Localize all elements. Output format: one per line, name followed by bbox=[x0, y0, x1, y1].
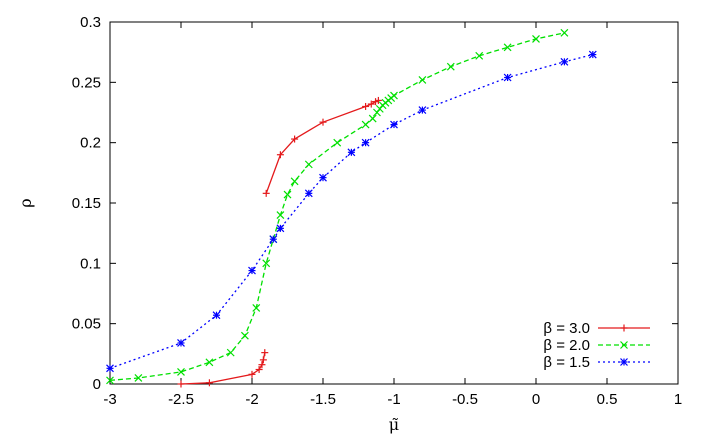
data-point bbox=[106, 364, 114, 373]
data-point bbox=[362, 102, 370, 110]
x-axis-label: μ̃ bbox=[389, 415, 399, 434]
data-point bbox=[205, 379, 213, 387]
data-point bbox=[390, 91, 398, 100]
data-point bbox=[290, 177, 299, 186]
data-point bbox=[261, 349, 269, 357]
data-point bbox=[248, 266, 256, 275]
series-layer bbox=[106, 28, 597, 388]
data-point bbox=[304, 160, 313, 169]
data-point bbox=[134, 374, 143, 382]
data-point bbox=[262, 259, 271, 268]
data-point bbox=[276, 224, 285, 233]
y-tick-label: 0.2 bbox=[80, 135, 101, 152]
x-tick-label: -2.5 bbox=[168, 391, 194, 408]
data-point bbox=[177, 368, 185, 376]
y-tick-label: 0.05 bbox=[72, 316, 101, 333]
series-line bbox=[265, 99, 379, 194]
data-point bbox=[361, 138, 370, 147]
data-point bbox=[347, 148, 356, 157]
legend: β = 3.0β = 2.0β = 1.5 bbox=[543, 320, 650, 371]
series-1 bbox=[177, 96, 382, 388]
series-line bbox=[109, 53, 593, 369]
data-point bbox=[276, 211, 285, 219]
y-tick-label: 0.15 bbox=[72, 195, 101, 212]
x-tick-label: -1 bbox=[387, 391, 400, 408]
data-point bbox=[418, 75, 427, 84]
data-point bbox=[560, 57, 569, 66]
data-point bbox=[226, 348, 235, 357]
data-point bbox=[374, 96, 382, 104]
data-point bbox=[291, 135, 299, 143]
data-point bbox=[418, 106, 427, 115]
data-point bbox=[560, 28, 569, 37]
x-tick-label: 0.5 bbox=[597, 391, 618, 408]
data-point bbox=[333, 138, 342, 147]
data-point bbox=[503, 43, 512, 52]
data-point bbox=[252, 304, 261, 312]
data-point bbox=[319, 118, 327, 126]
x-tick-label: -1.5 bbox=[310, 391, 336, 408]
data-point bbox=[475, 51, 484, 60]
data-point bbox=[620, 341, 628, 349]
data-point bbox=[177, 339, 185, 347]
data-point bbox=[304, 189, 313, 198]
data-point bbox=[106, 376, 114, 385]
data-point bbox=[255, 366, 263, 374]
data-point bbox=[446, 62, 455, 71]
x-tick-label: -2 bbox=[245, 391, 258, 408]
series-2 bbox=[106, 28, 569, 385]
series-3 bbox=[106, 50, 597, 373]
y-tick-label: 0.1 bbox=[80, 255, 101, 272]
x-tick-label: 1 bbox=[674, 391, 682, 408]
data-point bbox=[269, 235, 278, 244]
data-point bbox=[276, 151, 284, 159]
data-point bbox=[319, 173, 327, 182]
y-tick-label: 0 bbox=[93, 376, 101, 393]
data-point bbox=[262, 189, 270, 197]
data-point bbox=[588, 50, 597, 59]
data-point bbox=[205, 358, 214, 367]
legend-label: β = 2.0 bbox=[543, 337, 590, 354]
data-point bbox=[240, 331, 249, 340]
y-tick-label: 0.3 bbox=[80, 14, 101, 31]
data-point bbox=[177, 380, 185, 388]
axis-ticks: -3 -2.5 -2 -1.5 -1 -0.5 0 0.5 1 0 0.05 0.1 0.15 0.2 0.… bbox=[72, 14, 682, 408]
legend-label: β = 1.5 bbox=[543, 354, 590, 371]
x-tick-label: -0.5 bbox=[452, 391, 478, 408]
data-point bbox=[367, 100, 375, 108]
data-point bbox=[212, 311, 221, 320]
x-tick-label: 0 bbox=[532, 391, 540, 408]
legend-label: β = 3.0 bbox=[543, 320, 590, 337]
data-point bbox=[532, 34, 540, 43]
y-axis-label: ρ bbox=[16, 198, 35, 207]
data-point bbox=[620, 358, 628, 366]
plot-frame bbox=[109, 21, 679, 385]
data-point bbox=[248, 370, 256, 378]
x-tick-label: -3 bbox=[103, 391, 116, 408]
y-tick-label: 0.25 bbox=[72, 74, 101, 91]
data-point bbox=[368, 114, 377, 123]
data-point bbox=[283, 190, 292, 199]
data-point bbox=[390, 120, 398, 129]
series-line bbox=[109, 32, 565, 382]
data-point bbox=[259, 356, 267, 364]
data-point bbox=[258, 361, 266, 369]
data-point bbox=[361, 120, 370, 129]
data-point bbox=[620, 324, 628, 332]
data-point bbox=[503, 73, 512, 82]
